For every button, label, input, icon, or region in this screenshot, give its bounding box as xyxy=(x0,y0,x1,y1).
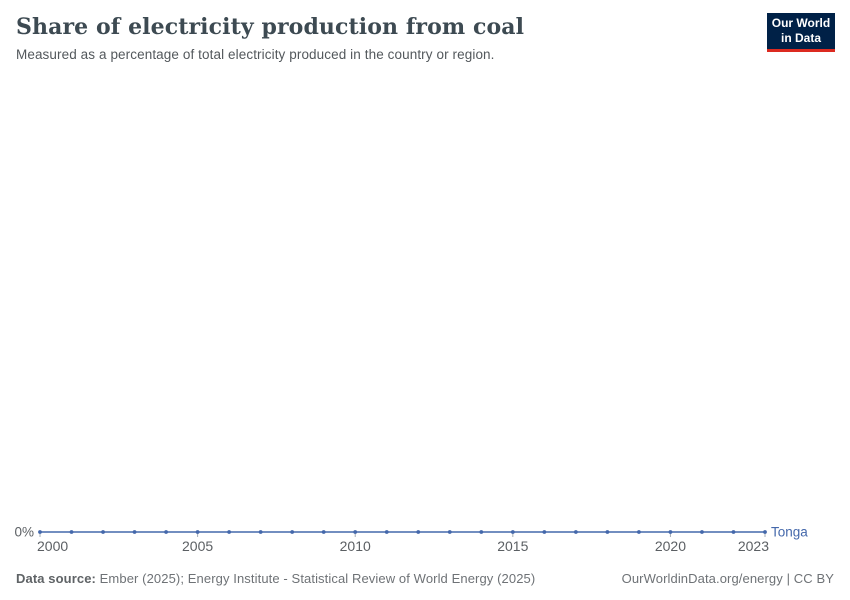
data-point[interactable] xyxy=(69,530,74,534)
data-point[interactable] xyxy=(290,530,295,534)
x-axis-label: 2000 xyxy=(37,538,68,554)
x-axis-label: 2010 xyxy=(340,538,371,554)
entity-label[interactable]: Tonga xyxy=(771,525,808,540)
data-point[interactable] xyxy=(542,530,547,534)
chart-footer: Data source: Ember (2025); Energy Instit… xyxy=(16,571,834,586)
data-point[interactable] xyxy=(227,530,232,534)
data-point[interactable] xyxy=(258,530,263,534)
data-point[interactable] xyxy=(38,530,42,534)
data-point[interactable] xyxy=(605,530,610,534)
data-point[interactable] xyxy=(416,530,421,534)
data-point[interactable] xyxy=(700,530,704,534)
x-axis-label: 2015 xyxy=(497,538,528,554)
data-point[interactable] xyxy=(731,530,736,534)
data-point[interactable] xyxy=(668,530,673,534)
data-source-text: Ember (2025); Energy Institute - Statist… xyxy=(95,571,536,586)
data-point[interactable] xyxy=(321,530,326,534)
y-axis-label: 0% xyxy=(14,525,34,540)
data-point[interactable] xyxy=(479,530,484,534)
x-axis-label: 2005 xyxy=(182,538,213,554)
data-point[interactable] xyxy=(132,530,137,534)
data-point[interactable] xyxy=(763,530,767,534)
data-point[interactable] xyxy=(510,530,515,534)
data-point[interactable] xyxy=(637,530,641,534)
data-source-label: Data source: xyxy=(16,571,96,586)
data-source: Data source: Ember (2025); Energy Instit… xyxy=(16,571,535,586)
x-axis-label: 2020 xyxy=(655,538,686,554)
footer-link[interactable]: OurWorldinData.org/energy | CC BY xyxy=(621,571,834,586)
owid-logo[interactable]: Our World in Data xyxy=(767,13,835,52)
data-point[interactable] xyxy=(447,530,452,534)
chart-header: Share of electricity production from coa… xyxy=(16,14,750,62)
data-point[interactable] xyxy=(353,530,358,534)
owid-logo-line2: in Data xyxy=(780,31,821,45)
data-point[interactable] xyxy=(101,530,105,534)
owid-logo-line1: Our World xyxy=(771,16,831,31)
chart-title: Share of electricity production from coa… xyxy=(16,14,525,40)
x-axis-label: 2023 xyxy=(738,538,769,554)
data-point[interactable] xyxy=(164,530,168,534)
data-point[interactable] xyxy=(195,530,200,534)
chart-subtitle: Measured as a percentage of total electr… xyxy=(16,47,495,62)
data-point[interactable] xyxy=(384,530,389,534)
data-point[interactable] xyxy=(573,530,578,534)
